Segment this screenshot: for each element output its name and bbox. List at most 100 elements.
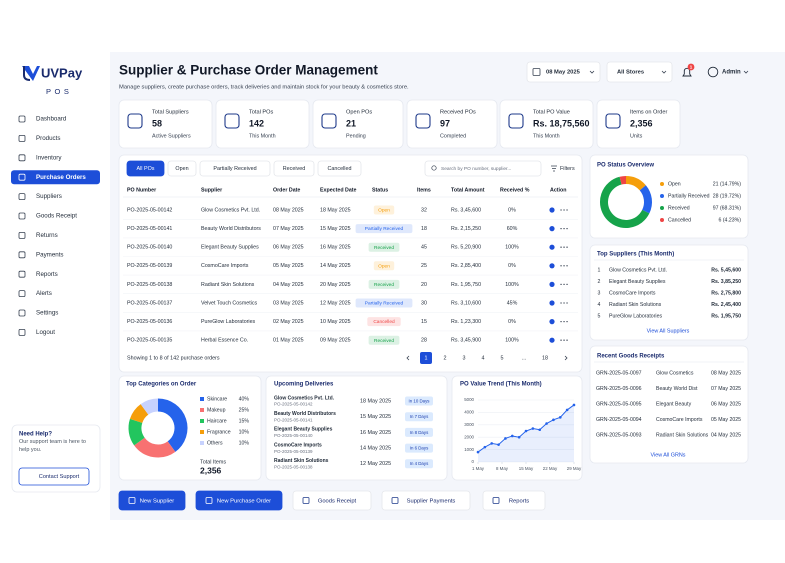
page-number[interactable]: 18 bbox=[542, 356, 548, 362]
column-header: Expected Date bbox=[320, 187, 357, 193]
donut-slice bbox=[129, 404, 149, 424]
kpi-label: Total PO Value bbox=[533, 109, 570, 115]
nav-item[interactable]: Returns bbox=[36, 232, 58, 239]
page-number[interactable]: 2 bbox=[444, 356, 447, 362]
user-name[interactable]: Admin bbox=[722, 70, 741, 76]
received-pct: 0% bbox=[508, 207, 516, 213]
view-button[interactable] bbox=[549, 300, 555, 306]
tab[interactable] bbox=[317, 160, 362, 177]
legend-name: Others bbox=[207, 440, 223, 446]
tab[interactable] bbox=[167, 160, 197, 177]
items: 30 bbox=[421, 300, 427, 306]
nav-item[interactable]: Products bbox=[36, 135, 60, 142]
kpi-sub: Units bbox=[630, 133, 643, 139]
view-button[interactable] bbox=[549, 337, 555, 343]
kpi-label: Received POs bbox=[440, 109, 476, 115]
prev-page[interactable] bbox=[406, 355, 410, 361]
action-label[interactable]: Supplier Payments bbox=[407, 498, 456, 504]
view-button[interactable] bbox=[549, 319, 555, 325]
kpi-icon bbox=[605, 113, 621, 129]
action-button[interactable] bbox=[482, 490, 546, 511]
tab[interactable] bbox=[126, 160, 165, 177]
action-button[interactable] bbox=[195, 490, 283, 511]
grn-number: GRN-2025-05-0093 bbox=[596, 432, 642, 438]
store-label[interactable]: All Stores bbox=[617, 70, 644, 76]
delivery-date: 14 May 2025 bbox=[360, 446, 391, 452]
nav-item[interactable]: Reports bbox=[36, 271, 58, 278]
trend-point bbox=[552, 418, 555, 422]
tab-label[interactable]: Cancelled bbox=[328, 166, 352, 172]
x-tick-label: 8 May bbox=[496, 466, 509, 471]
action-label[interactable]: New Supplier bbox=[140, 498, 175, 504]
view-button[interactable] bbox=[549, 281, 555, 287]
donut-slice bbox=[600, 176, 650, 228]
action-label[interactable]: New Purchase Order bbox=[217, 498, 271, 504]
page-number[interactable]: 4 bbox=[482, 356, 485, 362]
column-header: Order Date bbox=[273, 187, 300, 193]
view-button[interactable] bbox=[549, 207, 555, 213]
action-button[interactable] bbox=[292, 490, 372, 511]
status-label: Open bbox=[378, 208, 390, 214]
items: 25 bbox=[421, 263, 427, 269]
date-picker[interactable] bbox=[526, 61, 601, 83]
kpi-card bbox=[215, 99, 310, 149]
nav-item[interactable]: Purchase Orders bbox=[36, 174, 86, 181]
bell-icon[interactable] bbox=[682, 67, 692, 77]
next-page[interactable] bbox=[564, 355, 568, 361]
nav-item[interactable]: Goods Receipt bbox=[36, 213, 77, 220]
page-number[interactable]: 5 bbox=[501, 356, 504, 362]
action-button[interactable] bbox=[118, 490, 186, 511]
help-text: Our support team is here to help you. bbox=[19, 439, 86, 453]
filters-button[interactable]: Filters bbox=[560, 166, 575, 172]
trend-point bbox=[572, 403, 576, 407]
received-pct: 0% bbox=[508, 263, 516, 269]
grn-supplier: Beauty World Dist bbox=[656, 386, 698, 392]
delivery-badge bbox=[405, 427, 433, 437]
view-button[interactable] bbox=[549, 244, 555, 250]
items: 32 bbox=[421, 207, 427, 213]
nav-item[interactable]: Settings bbox=[36, 310, 58, 317]
delivery-badge-label: In 4 Days bbox=[410, 461, 429, 466]
nav-item[interactable]: Dashboard bbox=[36, 116, 67, 123]
contact-button[interactable] bbox=[18, 467, 90, 486]
tab-label[interactable]: Open bbox=[175, 166, 188, 172]
nav-icon bbox=[18, 251, 26, 259]
action-icon bbox=[128, 497, 136, 504]
nav-item[interactable]: Alerts bbox=[36, 290, 52, 297]
nav-item[interactable]: Payments bbox=[36, 251, 64, 258]
view-button[interactable] bbox=[549, 263, 555, 269]
action-button[interactable] bbox=[381, 490, 471, 511]
nav-icon bbox=[18, 309, 26, 317]
view-all-link[interactable]: View All Suppliers bbox=[647, 328, 690, 334]
tab[interactable] bbox=[199, 160, 271, 177]
page-number[interactable]: 1 bbox=[425, 356, 428, 362]
tab-label[interactable]: All POs bbox=[137, 166, 155, 172]
date-label[interactable]: 08 May 2025 bbox=[546, 70, 581, 76]
store-select[interactable] bbox=[606, 61, 673, 83]
action-label[interactable]: Reports bbox=[509, 498, 529, 504]
contact-button-label[interactable]: Contact Support bbox=[39, 474, 80, 480]
supplier-amount: Rs. 1,95,750 bbox=[711, 313, 741, 319]
search-box[interactable] bbox=[424, 160, 542, 177]
page-active bbox=[420, 352, 432, 364]
delivery-supplier: Radiant Skin Solutions bbox=[274, 458, 329, 464]
nav-item[interactable]: Suppliers bbox=[36, 193, 62, 200]
nav-item[interactable]: Inventory bbox=[36, 154, 62, 161]
card-title: Top Categories on Order bbox=[126, 382, 197, 388]
legend-swatch bbox=[200, 419, 204, 423]
filter-icon bbox=[551, 165, 557, 172]
legend-name: Makeup bbox=[207, 407, 226, 413]
tab-label[interactable]: Received bbox=[283, 166, 305, 172]
page-number[interactable]: ... bbox=[522, 356, 527, 362]
view-button[interactable] bbox=[549, 226, 555, 232]
tab[interactable] bbox=[273, 160, 315, 177]
view-all-link[interactable]: View All GRNs bbox=[651, 452, 686, 458]
card-title: Top Suppliers (This Month) bbox=[597, 252, 674, 258]
items: 15 bbox=[421, 319, 427, 325]
nav-item[interactable]: Logout bbox=[36, 329, 55, 336]
page-number[interactable]: 3 bbox=[463, 356, 466, 362]
chevron bbox=[661, 70, 667, 74]
action-label[interactable]: Goods Receipt bbox=[318, 498, 357, 504]
notification-badge bbox=[687, 63, 695, 71]
tab-label[interactable]: Partially Received bbox=[213, 166, 256, 172]
